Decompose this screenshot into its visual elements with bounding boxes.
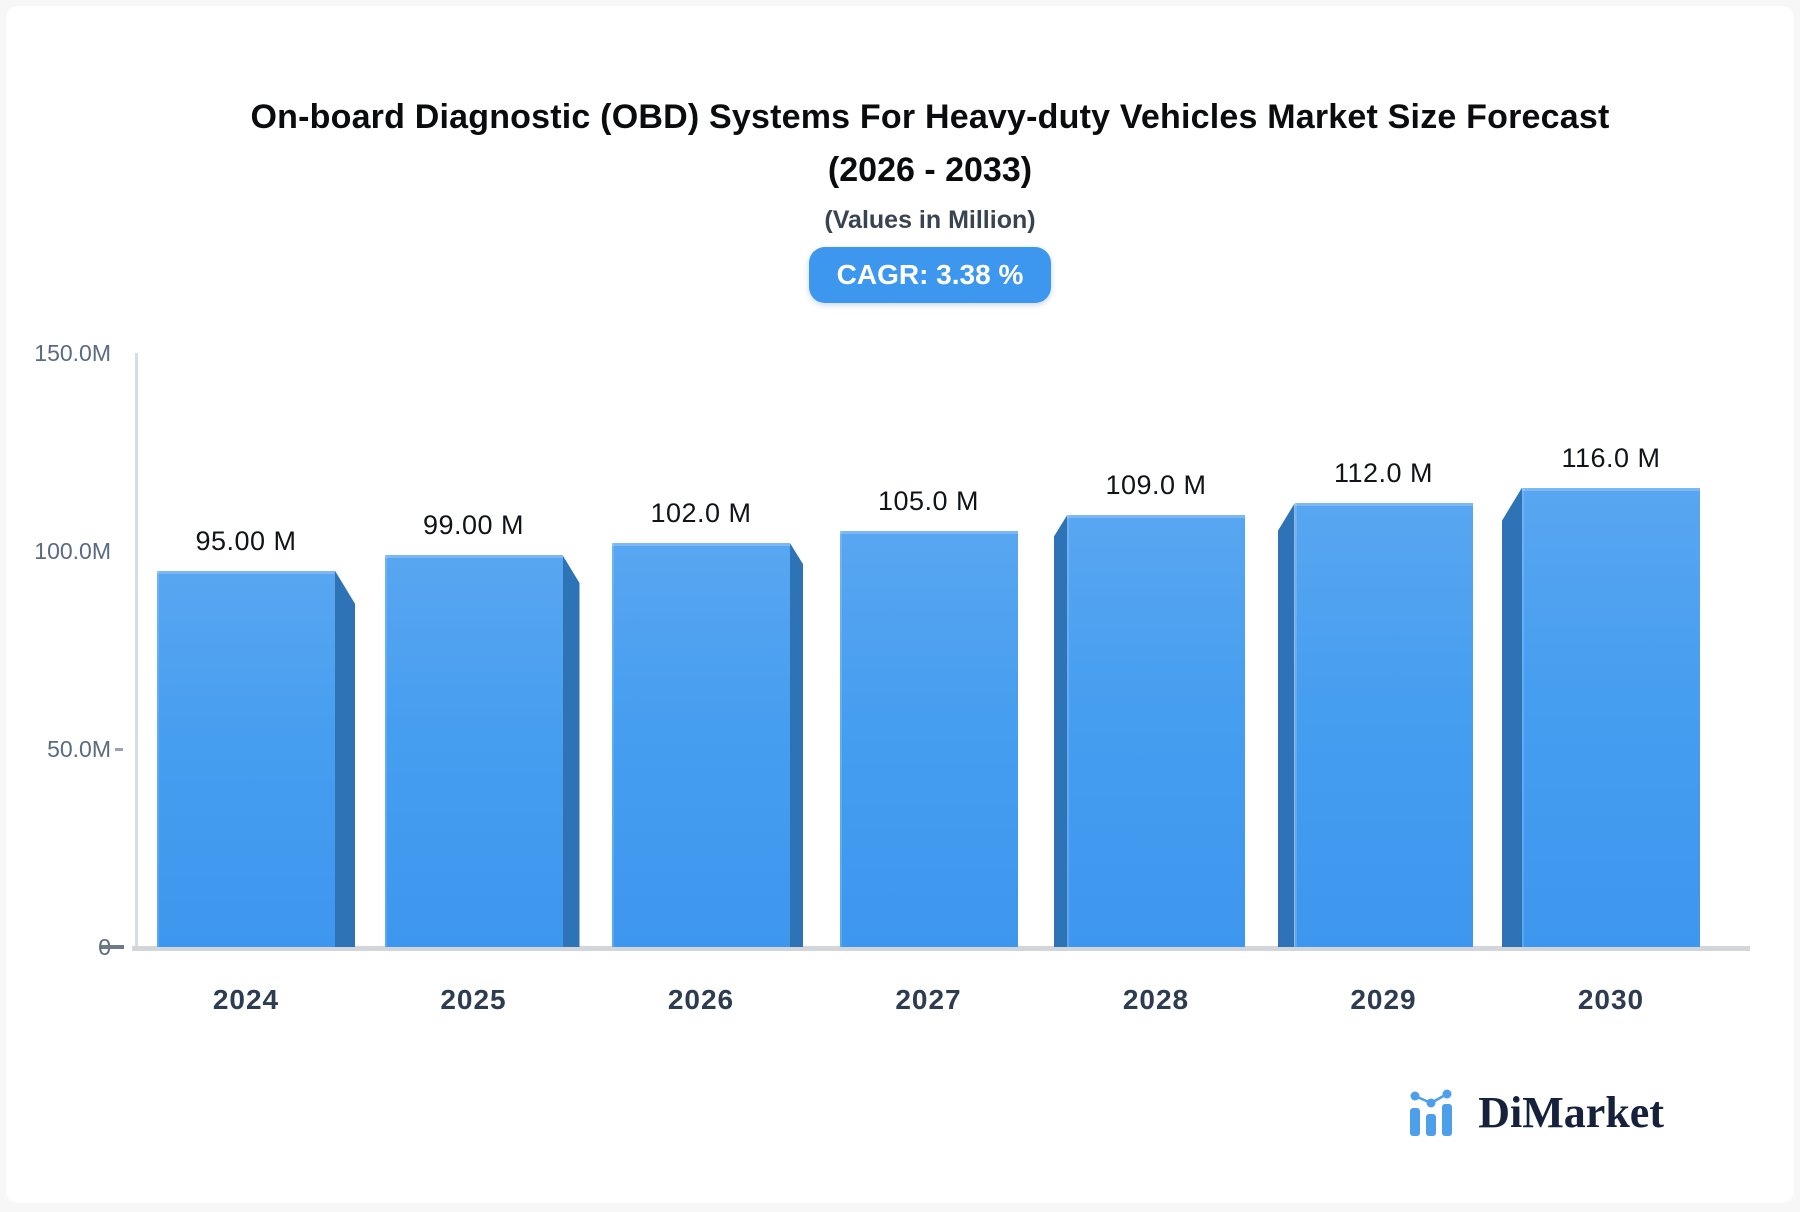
- x-tick-label: 2025: [440, 984, 507, 1015]
- y-tick-label: 100.0M: [34, 538, 111, 564]
- bar-side: [1054, 515, 1067, 947]
- bar-value-label: 105.0 M: [877, 486, 980, 517]
- bar-face: [1522, 487, 1700, 947]
- y-tick-label: 150.0M: [34, 340, 111, 366]
- chart-title-line2: (2026 - 2033): [827, 151, 1033, 189]
- bar-chart-icon: [1410, 1089, 1453, 1136]
- bar-side: [1277, 503, 1295, 947]
- plot-area: 150.0M 100.0M 50.0M 0 95.00 M 2024 99.00 M 2025…: [6, 6, 1794, 1203]
- x-tick-label: 2029: [1350, 984, 1417, 1015]
- bar-value-label: 109.0 M: [1105, 470, 1207, 501]
- x-axis-line: [132, 946, 1750, 951]
- bar-side: [562, 554, 580, 947]
- x-tick-label: 2030: [1577, 984, 1645, 1015]
- chart-card: On-board Diagnostic (OBD) Systems For He…: [6, 6, 1794, 1203]
- bar-value-label: 112.0 M: [1333, 458, 1434, 489]
- bar-face: [1067, 515, 1245, 947]
- bar-value-label: 102.0 M: [650, 498, 752, 529]
- y-tick-mark: [101, 945, 124, 949]
- bar-face: [839, 531, 1018, 947]
- bar-value-label: 95.00 M: [195, 525, 297, 556]
- y-tick-label: 50.0M: [47, 736, 111, 762]
- bar-side: [790, 543, 803, 947]
- bar-value-label: 116.0 M: [1561, 442, 1661, 473]
- bar-value-label: 99.00 M: [422, 509, 525, 540]
- y-tick-mark: [115, 748, 123, 751]
- x-tick-label: 2028: [1122, 984, 1190, 1015]
- bar-side: [335, 570, 355, 947]
- y-axis-line: [135, 353, 138, 950]
- bar-face: [612, 543, 790, 947]
- bar-face: [384, 554, 563, 947]
- x-tick-label: 2027: [895, 984, 962, 1015]
- cagr-badge-row: CAGR: 3.38 %: [66, 247, 1794, 303]
- cagr-badge: CAGR: 3.38 %: [808, 247, 1052, 303]
- brand-logo: DiMarket: [1408, 1086, 1664, 1138]
- y-tick-label: 0: [6, 932, 111, 962]
- bar-face: [1294, 503, 1473, 947]
- chart-title-line1: On-board Diagnostic (OBD) Systems For He…: [250, 98, 1610, 136]
- x-tick-label: 2024: [212, 984, 280, 1015]
- chart-subtitle: (Values in Million): [824, 206, 1036, 234]
- x-tick-label: 2026: [667, 984, 735, 1015]
- bar-side: [1502, 487, 1522, 947]
- brand-logo-text: DiMarket: [1478, 1087, 1664, 1137]
- chart-header: On-board Diagnostic (OBD) Systems For He…: [66, 98, 1794, 303]
- bar-face: [157, 570, 335, 947]
